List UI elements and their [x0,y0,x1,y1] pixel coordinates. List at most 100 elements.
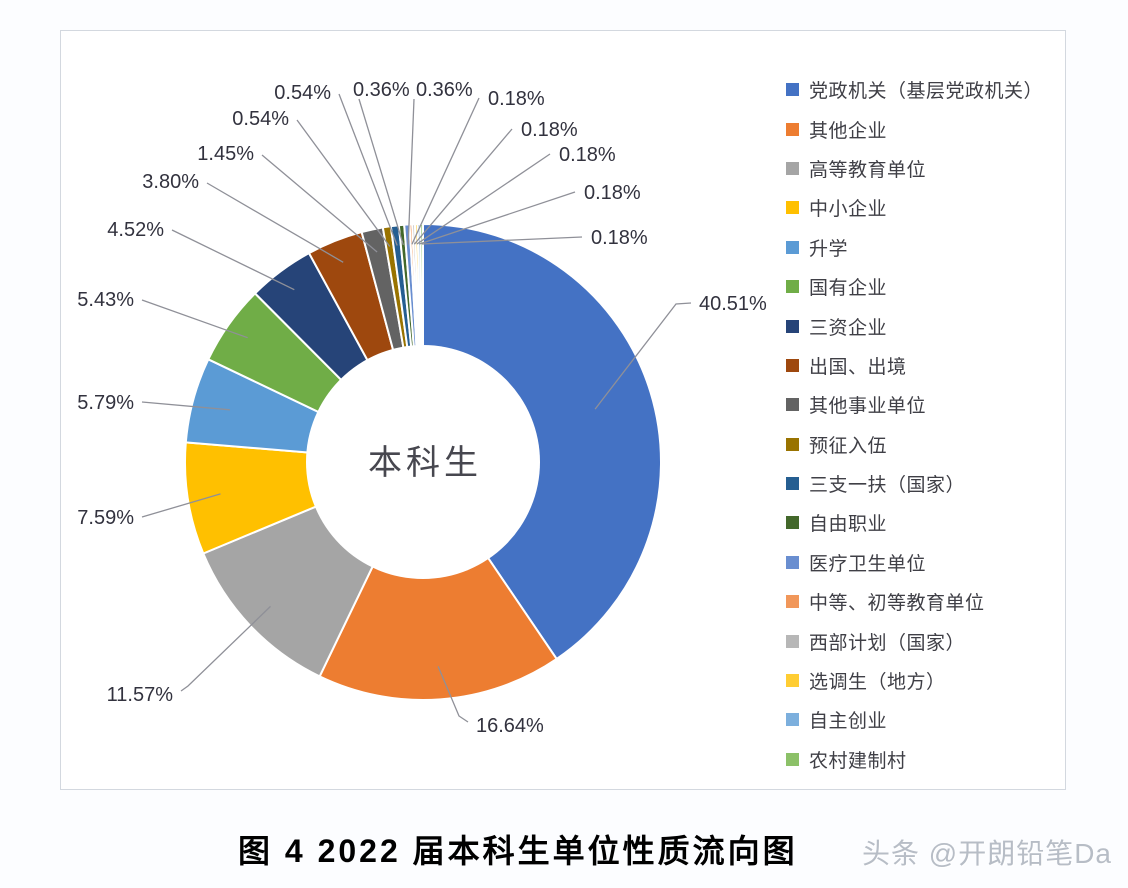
label-leader-line [141,493,221,518]
legend-item: 三支一扶（国家） [786,464,1061,503]
caption-row: 图 4 2022 届本科生单位性质流向图 头条 @开朗铅笔Da [0,820,1128,880]
legend-label: 党政机关（基层党政机关） [809,81,1044,103]
label-leader-line [421,236,583,245]
donut-hole [306,345,540,579]
legend-label: 其他企业 [809,120,888,142]
legend-item: 国有企业 [786,267,1061,306]
slice-data-label: 5.43% [77,289,134,311]
label-leader-line [419,191,576,245]
label-leader-line [141,299,248,339]
legend-item: 其他企业 [786,109,1061,148]
label-leader-line [358,98,404,246]
legend-swatch [786,240,799,254]
pie-slice [318,461,558,701]
legend-label: 中小企业 [809,199,888,221]
slice-data-label: 0.54% [232,108,289,130]
legend-label: 国有企业 [809,278,888,300]
label-leader-line [338,93,398,246]
label-leader-line [171,229,295,291]
slice-data-label: 0.18% [584,182,641,204]
label-leader-line [594,302,692,410]
legend-swatch [786,201,799,215]
legend-label: 其他事业单位 [809,396,927,418]
label-leader-line [141,401,230,411]
legend-swatch [786,280,799,294]
legend-swatch [786,319,799,333]
label-leader-line [437,666,469,723]
legend-swatch [786,161,799,175]
legend-swatch [786,358,799,372]
legend-item: 升学 [786,228,1061,267]
donut-chart: 40.51% 16.64% 11.57% 7.59% 5.79% 5.43% 4.52% 3.… [77,79,767,737]
slice-data-label: 0.18% [591,227,648,249]
legend-item: 自主创业 [786,700,1061,739]
chart-legend: 党政机关（基层党政机关） 其他企业高等教育单位 中小企业升学国有企业三资企业出国、出… [786,70,1061,779]
legend-item: 其他事业单位 [786,385,1061,424]
legend-label: 三资企业 [809,317,888,339]
legend-label: 预征入伍 [809,435,888,457]
legend-item: 预征入伍 [786,425,1061,464]
slice-data-label: 40.51% [699,293,767,315]
slice-data-label: 0.36% [416,79,473,101]
legend-label: 自主创业 [809,711,888,733]
label-leader-line [261,154,378,253]
legend-swatch [786,83,799,97]
slice-data-label: 7.59% [77,507,134,529]
legend-swatch [786,122,799,136]
legend-item: 农村建制村 [786,740,1061,779]
legend-label: 自由职业 [809,514,888,536]
label-leader-line [411,97,480,245]
slice-data-label: 0.18% [521,119,578,141]
legend-item: 党政机关（基层党政机关） [786,70,1061,109]
slice-data-label: 3.80% [142,171,199,193]
legend-item: 中小企业 [786,188,1061,227]
slice-data-label: 0.54% [274,82,331,104]
legend-swatch [786,634,799,648]
label-leader-line [416,153,551,245]
legend-swatch [786,516,799,530]
legend-item: 三资企业 [786,306,1061,345]
slice-data-label: 11.57% [107,684,174,706]
figure-caption: 图 4 2022 届本科生单位性质流向图 [238,833,798,869]
figure-panel: 40.51% 16.64% 11.57% 7.59% 5.79% 5.43% 4.52% 3.… [60,30,1066,790]
legend-label: 西部计划（国家） [809,632,966,654]
pie-slice [422,223,662,660]
slice-data-label: 5.79% [77,392,134,414]
legend-swatch [786,477,799,491]
donut-center-label: 本科生 [368,444,482,482]
legend-item: 自由职业 [786,503,1061,542]
label-leader-line [206,182,344,263]
slice-data-label: 4.52% [107,219,164,241]
legend-item: 医疗卫生单位 [786,543,1061,582]
legend-swatch [786,595,799,609]
legend-item: 选调生（地方） [786,661,1061,700]
label-leader-line [180,605,271,692]
legend-label: 医疗卫生单位 [809,553,927,575]
legend-item: 中等、初等教育单位 [786,582,1061,621]
legend-item: 西部计划（国家） [786,621,1061,660]
legend-swatch [786,713,799,727]
label-leader-line [407,98,415,245]
legend-swatch [786,398,799,412]
slice-data-label: 16.64% [476,715,544,737]
slice-data-label: 1.45% [197,143,254,165]
slice-data-label: 0.36% [353,79,410,101]
legend-label: 农村建制村 [809,750,907,772]
legend-item: 高等教育单位 [786,149,1061,188]
slice-data-label: 0.18% [559,144,616,166]
legend-swatch [786,674,799,688]
slice-data-label: 0.18% [488,88,545,110]
legend-label: 升学 [809,238,849,260]
label-leader-line [296,119,391,247]
label-leader-line [413,128,513,245]
legend-label: 高等教育单位 [809,159,927,181]
legend-label: 中等、初等教育单位 [809,593,985,615]
legend-label: 出国、出境 [809,356,907,378]
legend-label: 三支一扶（国家） [809,475,966,497]
watermark: 头条 @开朗铅笔Da [862,838,1112,869]
legend-label: 选调生（地方） [809,672,946,694]
legend-item: 出国、出境 [786,346,1061,385]
legend-swatch [786,752,799,766]
legend-swatch [786,555,799,569]
legend-swatch [786,437,799,451]
